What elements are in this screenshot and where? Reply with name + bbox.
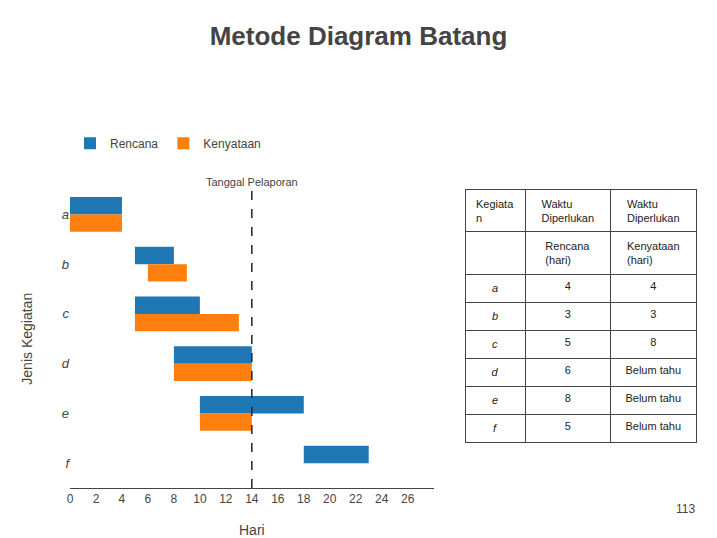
svg-text:3: 3 xyxy=(565,308,571,320)
svg-text:e: e xyxy=(62,406,69,421)
svg-text:12: 12 xyxy=(219,492,233,506)
svg-text:6: 6 xyxy=(565,364,571,376)
svg-text:4: 4 xyxy=(650,280,656,292)
svg-text:d: d xyxy=(492,366,499,378)
svg-text:Belum tahu: Belum tahu xyxy=(625,420,681,432)
svg-text:d: d xyxy=(62,356,70,371)
svg-text:3: 3 xyxy=(650,308,656,320)
svg-text:a: a xyxy=(62,207,69,222)
svg-text:5: 5 xyxy=(565,420,571,432)
svg-text:b: b xyxy=(62,257,69,272)
svg-text:4: 4 xyxy=(565,280,571,292)
svg-text:Kenyataan(hari): Kenyataan(hari) xyxy=(627,240,680,266)
svg-text:WaktuDiperlukan: WaktuDiperlukan xyxy=(627,198,680,224)
svg-text:26: 26 xyxy=(401,492,415,506)
svg-text:8: 8 xyxy=(650,336,656,348)
svg-text:Rencana(hari): Rencana(hari) xyxy=(545,240,590,266)
svg-text:Metode Diagram Batang: Metode Diagram Batang xyxy=(210,21,508,51)
svg-text:8: 8 xyxy=(565,392,571,404)
svg-text:2: 2 xyxy=(93,492,100,506)
svg-text:Kenyataan: Kenyataan xyxy=(203,137,260,151)
svg-text:22: 22 xyxy=(349,492,363,506)
svg-text:Belum tahu: Belum tahu xyxy=(625,392,681,404)
svg-text:Rencana: Rencana xyxy=(110,137,158,151)
svg-text:Belum tahu: Belum tahu xyxy=(625,364,681,376)
svg-text:Tanggal Pelaporan: Tanggal Pelaporan xyxy=(206,176,298,188)
svg-text:4: 4 xyxy=(119,492,126,506)
svg-text:c: c xyxy=(63,306,70,321)
svg-text:10: 10 xyxy=(193,492,207,506)
svg-text:f: f xyxy=(493,422,497,434)
svg-text:WaktuDiperlukan: WaktuDiperlukan xyxy=(542,198,595,224)
svg-text:6: 6 xyxy=(145,492,152,506)
svg-text:e: e xyxy=(492,394,498,406)
svg-text:a: a xyxy=(492,282,498,294)
svg-text:c: c xyxy=(492,338,498,350)
svg-text:20: 20 xyxy=(323,492,337,506)
svg-text:18: 18 xyxy=(297,492,311,506)
svg-text:113: 113 xyxy=(676,502,695,516)
svg-text:Hari: Hari xyxy=(239,522,265,538)
svg-text:b: b xyxy=(492,310,498,322)
svg-text:0: 0 xyxy=(67,492,74,506)
svg-text:5: 5 xyxy=(565,336,571,348)
svg-text:14: 14 xyxy=(245,492,259,506)
svg-text:f: f xyxy=(65,456,70,471)
svg-text:16: 16 xyxy=(271,492,285,506)
svg-text:Jenis Kegiatan: Jenis Kegiatan xyxy=(19,293,35,385)
svg-text:Kegiatan: Kegiatan xyxy=(476,198,514,224)
svg-text:24: 24 xyxy=(375,492,389,506)
svg-text:8: 8 xyxy=(171,492,178,506)
